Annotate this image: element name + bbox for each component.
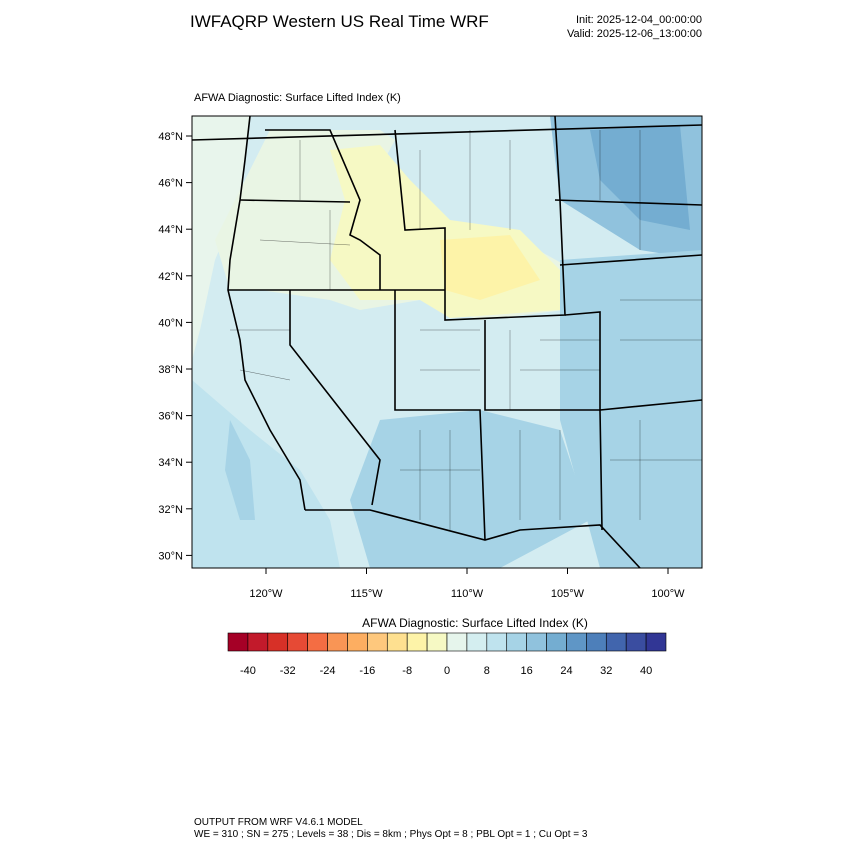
colorbar-box xyxy=(406,632,428,652)
lat-label: 44°N xyxy=(158,224,183,236)
colorbar-label: -24 xyxy=(320,665,336,677)
colorbar-label: -16 xyxy=(359,665,375,677)
colorbar-box xyxy=(526,632,547,652)
colorbar-box xyxy=(566,632,587,652)
colorbar-box xyxy=(506,632,527,652)
colorbar-label: 32 xyxy=(600,665,612,677)
lon-label: 115°W xyxy=(350,588,383,600)
map-title: AFWA Diagnostic: Surface Lifted Index (K… xyxy=(194,92,401,104)
colorbar-label: 0 xyxy=(444,665,450,677)
colorbar-label: 24 xyxy=(560,665,572,677)
lat-label: 42°N xyxy=(158,271,183,283)
colorbar-box xyxy=(605,632,627,652)
colorbar-label: -32 xyxy=(280,665,296,677)
footer-line: WE = 310 ; SN = 275 ; Levels = 38 ; Dis … xyxy=(194,829,588,840)
lat-label: 30°N xyxy=(158,550,183,562)
lat-label: 48°N xyxy=(158,131,183,143)
colorbar-box xyxy=(586,632,607,652)
colorbar-box xyxy=(347,632,368,652)
colorbar-box xyxy=(466,632,488,652)
colorbar-box xyxy=(625,632,647,652)
colorbar-box xyxy=(287,632,308,652)
colorbar-box xyxy=(426,632,448,652)
lon-label: 100°W xyxy=(651,588,685,600)
colorbar-box xyxy=(307,632,328,652)
lon-label: 105°W xyxy=(551,588,585,600)
lat-label: 38°N xyxy=(158,364,183,376)
colorbar-box xyxy=(546,632,567,652)
colorbar-box xyxy=(367,632,388,652)
colorbar-label: 40 xyxy=(640,665,652,677)
footer-line: OUTPUT FROM WRF V4.6.1 MODEL xyxy=(194,817,363,828)
lat-label: 36°N xyxy=(158,411,183,423)
valid-time: Valid: 2025-12-06_13:00:00 xyxy=(567,28,702,40)
lon-label: 120°W xyxy=(249,588,283,600)
colorbar-box xyxy=(227,632,249,652)
colorbar-box xyxy=(327,632,348,652)
colorbar-box xyxy=(446,632,468,652)
colorbar-label: 16 xyxy=(521,665,533,677)
lat-label: 34°N xyxy=(158,457,183,469)
title: IWFAQRP Western US Real Time WRF xyxy=(190,12,489,31)
colorbar-label: 8 xyxy=(484,665,490,677)
map xyxy=(191,115,703,569)
lon-label: 110°W xyxy=(451,588,484,600)
colorbar-box xyxy=(486,632,508,652)
lat-label: 32°N xyxy=(158,504,183,516)
colorbar-title: AFWA Diagnostic: Surface Lifted Index (K… xyxy=(362,616,588,630)
lat-label: 40°N xyxy=(158,317,183,329)
lat-label: 46°N xyxy=(158,178,183,190)
colorbar-label: -8 xyxy=(402,665,412,677)
colorbar-box xyxy=(267,632,289,652)
colorbar-box xyxy=(645,632,667,652)
colorbar-box xyxy=(247,632,269,652)
init-time: Init: 2025-12-04_00:00:00 xyxy=(576,14,702,26)
colorbar-box xyxy=(386,632,408,652)
colorbar-label: -40 xyxy=(240,665,256,677)
